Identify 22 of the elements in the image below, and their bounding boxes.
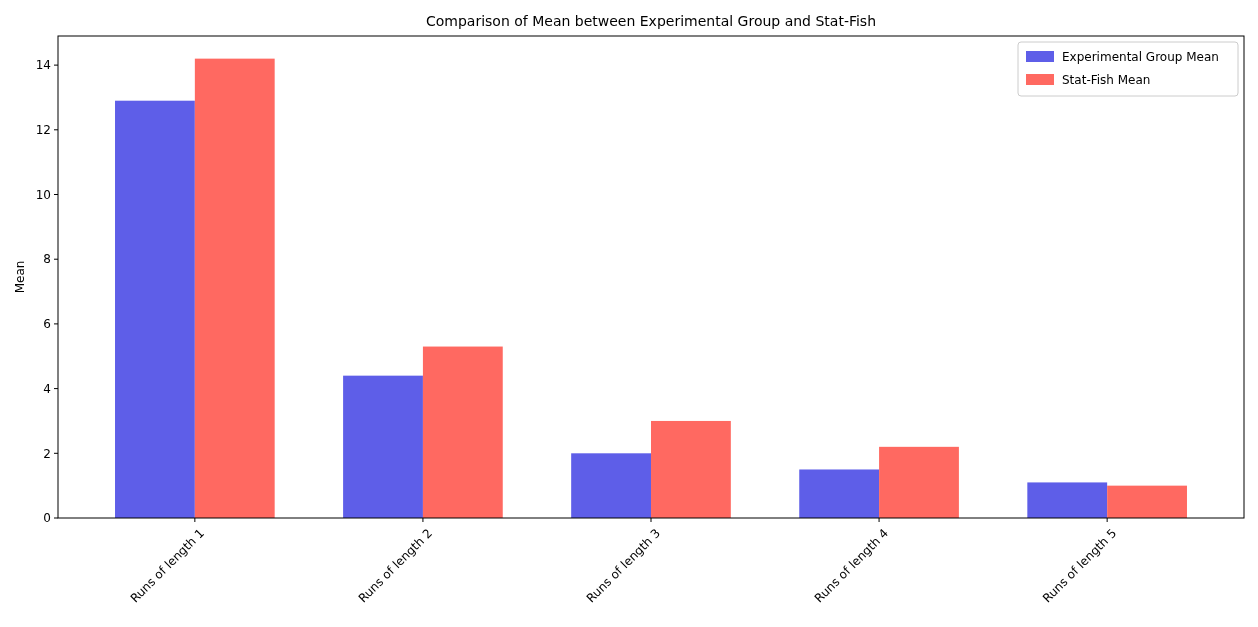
y-tick-label: 2: [43, 446, 51, 461]
bar: [879, 446, 959, 518]
chart-title: Comparison of Mean between Experimental Group and Stat-Fish: [425, 13, 877, 29]
legend-label: Experimental Group Mean: [1062, 50, 1219, 65]
bar: [571, 453, 651, 518]
bar: [799, 469, 880, 518]
y-tick-label: 12: [35, 123, 51, 138]
legend-label: Stat-Fish Mean: [1062, 73, 1151, 88]
bar: [422, 346, 503, 518]
y-tick-label: 0: [43, 511, 51, 526]
y-tick-label: 14: [35, 58, 51, 73]
bar: [194, 58, 275, 518]
bar: [651, 420, 731, 518]
bar: [343, 375, 423, 518]
bar: [1027, 482, 1108, 518]
y-axis-title: Mean: [13, 260, 27, 294]
bar: [115, 100, 195, 518]
y-tick-label: 6: [43, 317, 51, 332]
bar: [1107, 485, 1187, 518]
y-tick-label: 4: [43, 381, 51, 396]
y-tick-label: 10: [35, 187, 51, 202]
y-tick-label: 8: [43, 252, 51, 267]
